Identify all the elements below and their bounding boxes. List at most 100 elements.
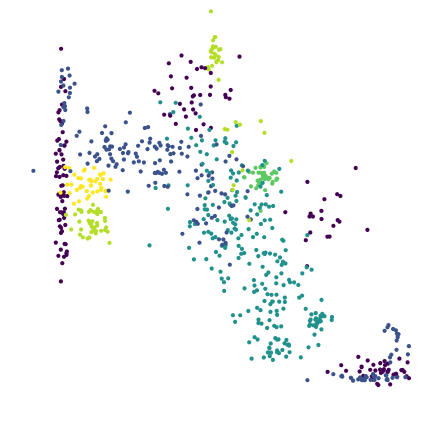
scatter-point (95, 211, 100, 217)
scatter-point (99, 228, 104, 233)
scatter-point (189, 135, 194, 140)
scatter-point (60, 199, 65, 204)
scatter-point (99, 130, 105, 136)
scatter-point (305, 378, 310, 383)
scatter-point (107, 147, 112, 152)
scatter-point (120, 150, 126, 156)
scatter-point (193, 168, 198, 173)
scatter-point (191, 257, 196, 262)
scatter-point (146, 183, 151, 188)
scatter-point (107, 240, 112, 245)
scatter-point (335, 218, 340, 223)
scatter-point (405, 360, 410, 365)
scatter-point (269, 292, 274, 297)
scatter-point (59, 152, 64, 157)
scatter-point (141, 160, 146, 165)
scatter-point (171, 151, 176, 156)
scatter-point (84, 189, 89, 194)
scatter-point (108, 152, 113, 157)
scatter-point (204, 221, 209, 226)
scatter-point (98, 181, 103, 186)
scatter-point (281, 238, 286, 243)
scatter-point (57, 224, 63, 229)
scatter-point (193, 127, 199, 133)
scatter-point (87, 235, 92, 240)
scatter-point (219, 191, 224, 196)
scatter-point (165, 147, 170, 152)
scatter-point (58, 230, 64, 235)
scatter-point (260, 163, 265, 168)
scatter-point (199, 65, 204, 70)
scatter-point (102, 218, 108, 223)
scatter-point (277, 255, 283, 260)
scatter-point (229, 230, 234, 235)
scatter-point (89, 139, 94, 144)
scatter-point (136, 159, 141, 164)
scatter-point (284, 354, 289, 359)
scatter-point (308, 230, 313, 235)
scatter-point (216, 205, 221, 210)
scatter-point (313, 311, 318, 316)
scatter-point (258, 184, 263, 189)
scatter-point (268, 217, 273, 222)
scatter-point (210, 202, 215, 207)
scatter-point (64, 249, 69, 254)
scatter-point (289, 158, 294, 164)
scatter-point (340, 374, 345, 379)
scatter-point (146, 125, 151, 130)
scatter-point (233, 193, 238, 198)
scatter-point (63, 89, 68, 94)
scatter-point (390, 375, 395, 380)
scatter-point (385, 369, 390, 374)
scatter-point (231, 171, 236, 176)
scatter-point (77, 129, 82, 134)
scatter-point (57, 117, 62, 122)
scatter-point (65, 66, 71, 71)
scatter-point (394, 347, 399, 352)
scatter-point (233, 227, 239, 232)
scatter-point (376, 382, 381, 388)
scatter-point (57, 148, 62, 153)
scatter-point (356, 354, 361, 359)
scatter-point (58, 247, 63, 252)
scatter-point (199, 138, 204, 143)
scatter-point (153, 185, 158, 191)
scatter-point (313, 316, 319, 321)
scatter-point (71, 201, 76, 206)
scatter-point (88, 183, 94, 188)
scatter-point (64, 173, 69, 178)
scatter-point (247, 261, 252, 266)
scatter-point (216, 77, 221, 82)
scatter-point (393, 328, 398, 333)
scatter-point (123, 142, 128, 147)
scatter-point (221, 280, 227, 285)
scatter-point (307, 322, 313, 327)
scatter-point (365, 227, 370, 232)
scatter-point (103, 189, 108, 194)
scatter-point (304, 265, 309, 270)
scatter-point (125, 189, 130, 194)
scatter-point (206, 212, 211, 218)
scatter-point (317, 317, 322, 322)
scatter-point (266, 177, 271, 182)
scatter-point (85, 106, 90, 111)
scatter-point (254, 231, 259, 236)
scatter-point (335, 192, 340, 197)
scatter-point (103, 124, 108, 129)
scatter-point (136, 143, 141, 148)
scatter-point (248, 208, 253, 213)
scatter-point (239, 246, 244, 251)
scatter-point (283, 210, 288, 215)
scatter-point (193, 111, 198, 116)
scatter-point (60, 130, 65, 135)
scatter-point (267, 346, 272, 351)
scatter-point (303, 238, 308, 243)
scatter-point (163, 170, 168, 175)
scatter-point (61, 104, 66, 110)
scatter-point (282, 295, 287, 300)
scatter-point (209, 266, 214, 271)
scatter-point (101, 171, 106, 176)
scatter-point (319, 216, 324, 222)
scatter-point (53, 174, 59, 179)
scatter-point (78, 152, 83, 157)
